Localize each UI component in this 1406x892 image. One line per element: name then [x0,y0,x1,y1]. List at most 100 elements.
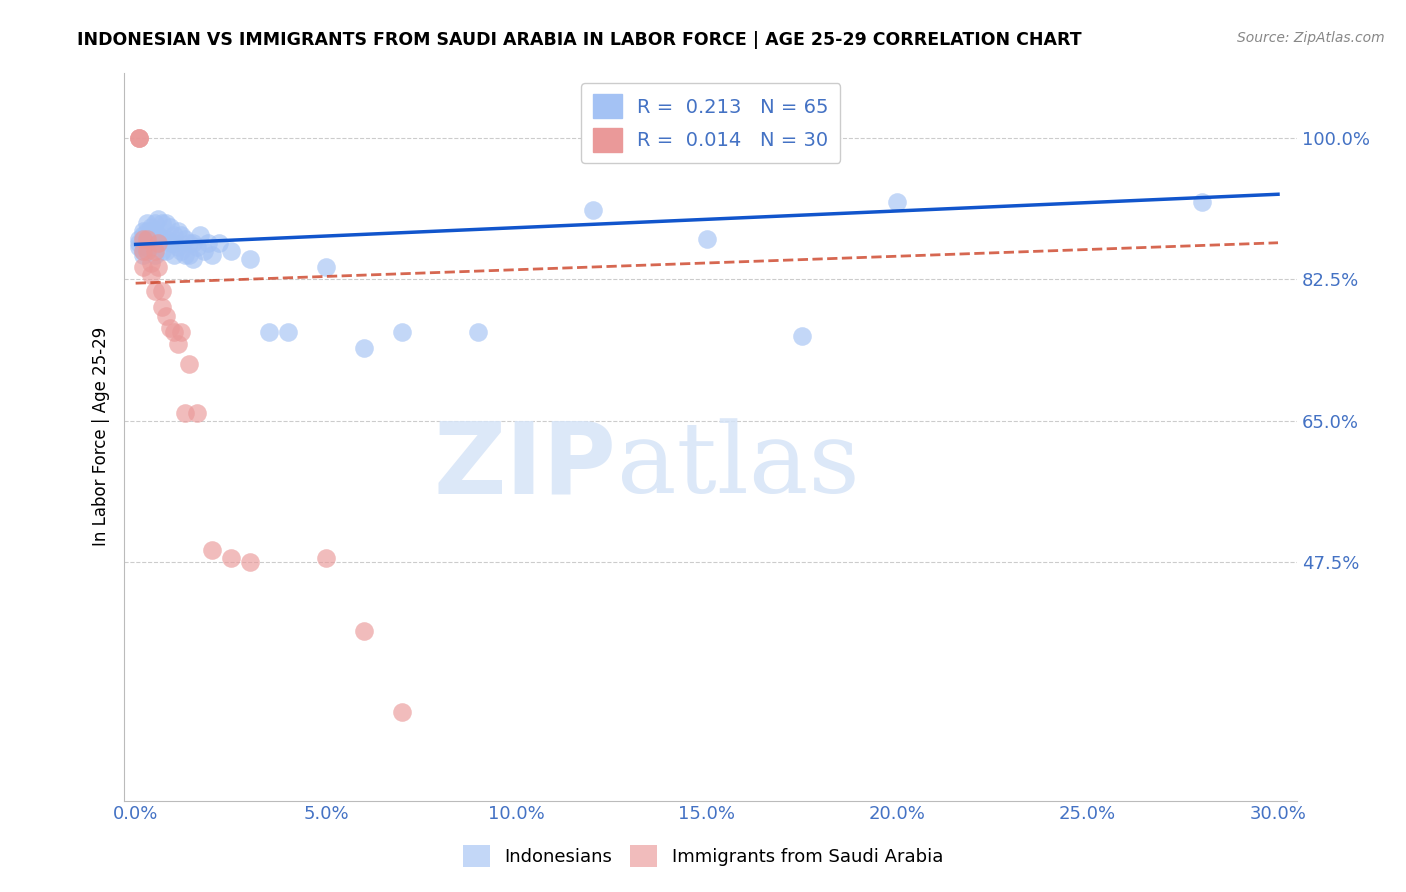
Point [186,405,208,419]
Point [163,235,186,250]
Point [150,232,173,246]
Point [128,130,150,145]
Point [132,232,155,246]
Point [150,301,173,315]
Point [391,705,413,719]
Text: Source: ZipAtlas.com: Source: ZipAtlas.com [1237,31,1385,45]
Point [132,244,155,258]
Point [148,227,170,242]
Point [136,232,159,246]
Point [166,224,188,238]
Point [128,235,150,250]
Point [143,244,166,258]
Point [150,244,173,258]
Point [143,227,166,242]
Point [181,235,204,250]
Point [170,244,193,258]
Point [150,215,173,229]
Point [208,235,231,250]
Point [163,325,186,339]
Point [155,232,177,246]
Point [315,260,337,274]
Point [166,240,188,254]
Point [201,248,224,262]
Point [148,260,170,274]
Point [186,240,208,254]
Point [177,357,200,371]
Point [170,325,193,339]
Point [239,555,262,569]
Point [177,235,200,250]
Point [239,252,262,266]
Point [143,215,166,229]
Point [139,219,162,234]
Point [159,219,181,234]
Point [177,248,200,262]
Point [132,248,155,262]
Point [128,130,150,145]
Point [174,405,197,419]
Point [139,256,162,270]
Point [128,232,150,246]
Point [201,543,224,558]
Point [886,195,908,210]
Point [155,215,177,229]
Point [136,244,159,258]
Point [139,268,162,282]
Point [132,235,155,250]
Point [143,285,166,299]
Point [136,232,159,246]
Point [136,224,159,238]
Point [257,325,280,339]
Point [467,325,489,339]
Point [190,227,212,242]
Point [353,624,375,638]
Point [790,328,813,343]
Point [139,240,162,254]
Legend: Indonesians, Immigrants from Saudi Arabia: Indonesians, Immigrants from Saudi Arabi… [456,838,950,874]
Text: ZIP: ZIP [434,417,617,515]
Point [128,130,150,145]
Point [193,244,215,258]
Point [159,320,181,334]
Point [170,227,193,242]
Point [150,285,173,299]
Point [132,260,155,274]
Y-axis label: In Labor Force | Age 25-29: In Labor Force | Age 25-29 [93,327,110,547]
Point [219,551,242,566]
Point [159,235,181,250]
Point [136,235,159,250]
Text: atlas: atlas [617,418,859,514]
Point [148,235,170,250]
Point [163,248,186,262]
Point [277,325,299,339]
Point [148,211,170,226]
Point [143,235,166,250]
Text: INDONESIAN VS IMMIGRANTS FROM SAUDI ARABIA IN LABOR FORCE | AGE 25-29 CORRELATIO: INDONESIAN VS IMMIGRANTS FROM SAUDI ARAB… [77,31,1083,49]
Point [132,244,155,258]
Point [391,325,413,339]
Point [197,235,219,250]
Point [353,341,375,355]
Point [315,551,337,566]
Point [166,336,188,351]
Point [132,232,155,246]
Point [132,227,155,242]
Point [181,252,204,266]
Point [174,248,197,262]
Point [155,309,177,323]
Legend: R =  0.213   N = 65, R =  0.014   N = 30: R = 0.213 N = 65, R = 0.014 N = 30 [581,83,841,163]
Point [139,224,162,238]
Point [155,244,177,258]
Point [148,235,170,250]
Point [136,240,159,254]
Point [163,227,186,242]
Point [132,224,155,238]
Point [139,232,162,246]
Point [1191,195,1213,210]
Point [136,215,159,229]
Point [128,240,150,254]
Point [143,248,166,262]
Point [696,232,718,246]
Point [174,232,197,246]
